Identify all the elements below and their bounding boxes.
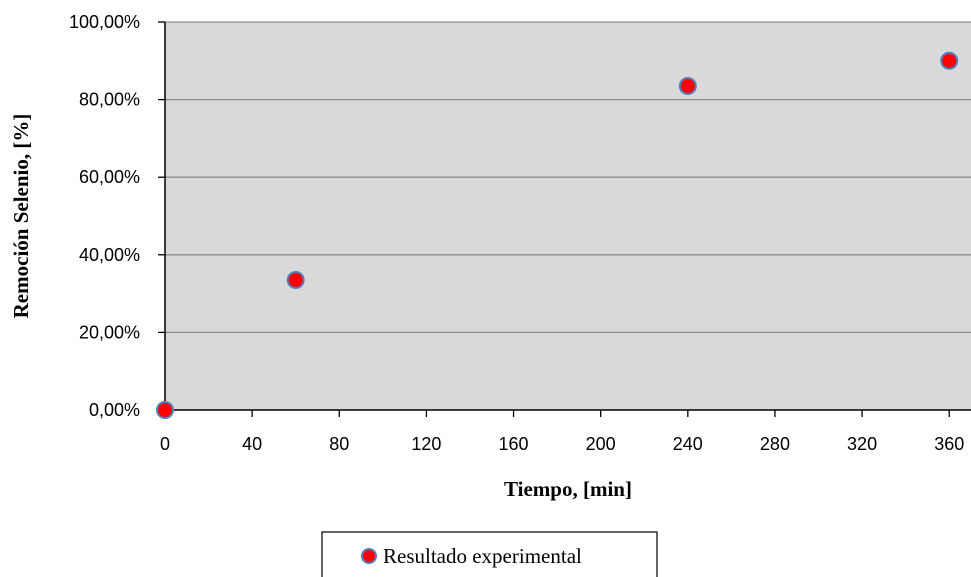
x-tick-label: 40	[242, 434, 262, 454]
y-tick-label: 100,00%	[69, 12, 140, 32]
y-tick-label: 20,00%	[79, 322, 140, 342]
y-tick-label: 0,00%	[89, 400, 140, 420]
legend-label: Resultado experimental	[383, 544, 582, 568]
y-tick-label: 40,00%	[79, 245, 140, 265]
gridlines	[158, 21, 971, 417]
x-tick-label: 200	[586, 434, 616, 454]
x-tick-label: 280	[760, 434, 790, 454]
y-tick-label: 80,00%	[79, 90, 140, 110]
axes	[164, 22, 971, 411]
data-points	[156, 51, 959, 419]
x-tick-label: 320	[847, 434, 877, 454]
x-tick-label: 120	[411, 434, 441, 454]
data-point	[940, 51, 959, 70]
legend-box	[321, 531, 658, 577]
y-axis-title: Remoción Selenio, [%]	[9, 114, 33, 319]
data-point	[286, 271, 305, 290]
legend: Resultado experimental	[321, 531, 658, 577]
data-point	[156, 401, 174, 419]
x-tick-label: 360	[934, 434, 964, 454]
x-axis-title: Tiempo, [min]	[504, 477, 632, 501]
y-tick-label: 60,00%	[79, 167, 140, 187]
x-tick-label: 0	[160, 434, 170, 454]
x-tick-label: 160	[499, 434, 529, 454]
plot-area	[165, 22, 971, 410]
legend-marker	[361, 548, 377, 564]
x-tick-label: 80	[329, 434, 349, 454]
x-tick-label: 240	[673, 434, 703, 454]
x-tick-labels: 0 40 80 120 160 200 240 280 320 360	[160, 434, 964, 454]
data-point	[678, 77, 697, 96]
y-tick-labels: 0,00% 20,00% 40,00% 60,00% 80,00% 100,00%	[69, 12, 140, 420]
